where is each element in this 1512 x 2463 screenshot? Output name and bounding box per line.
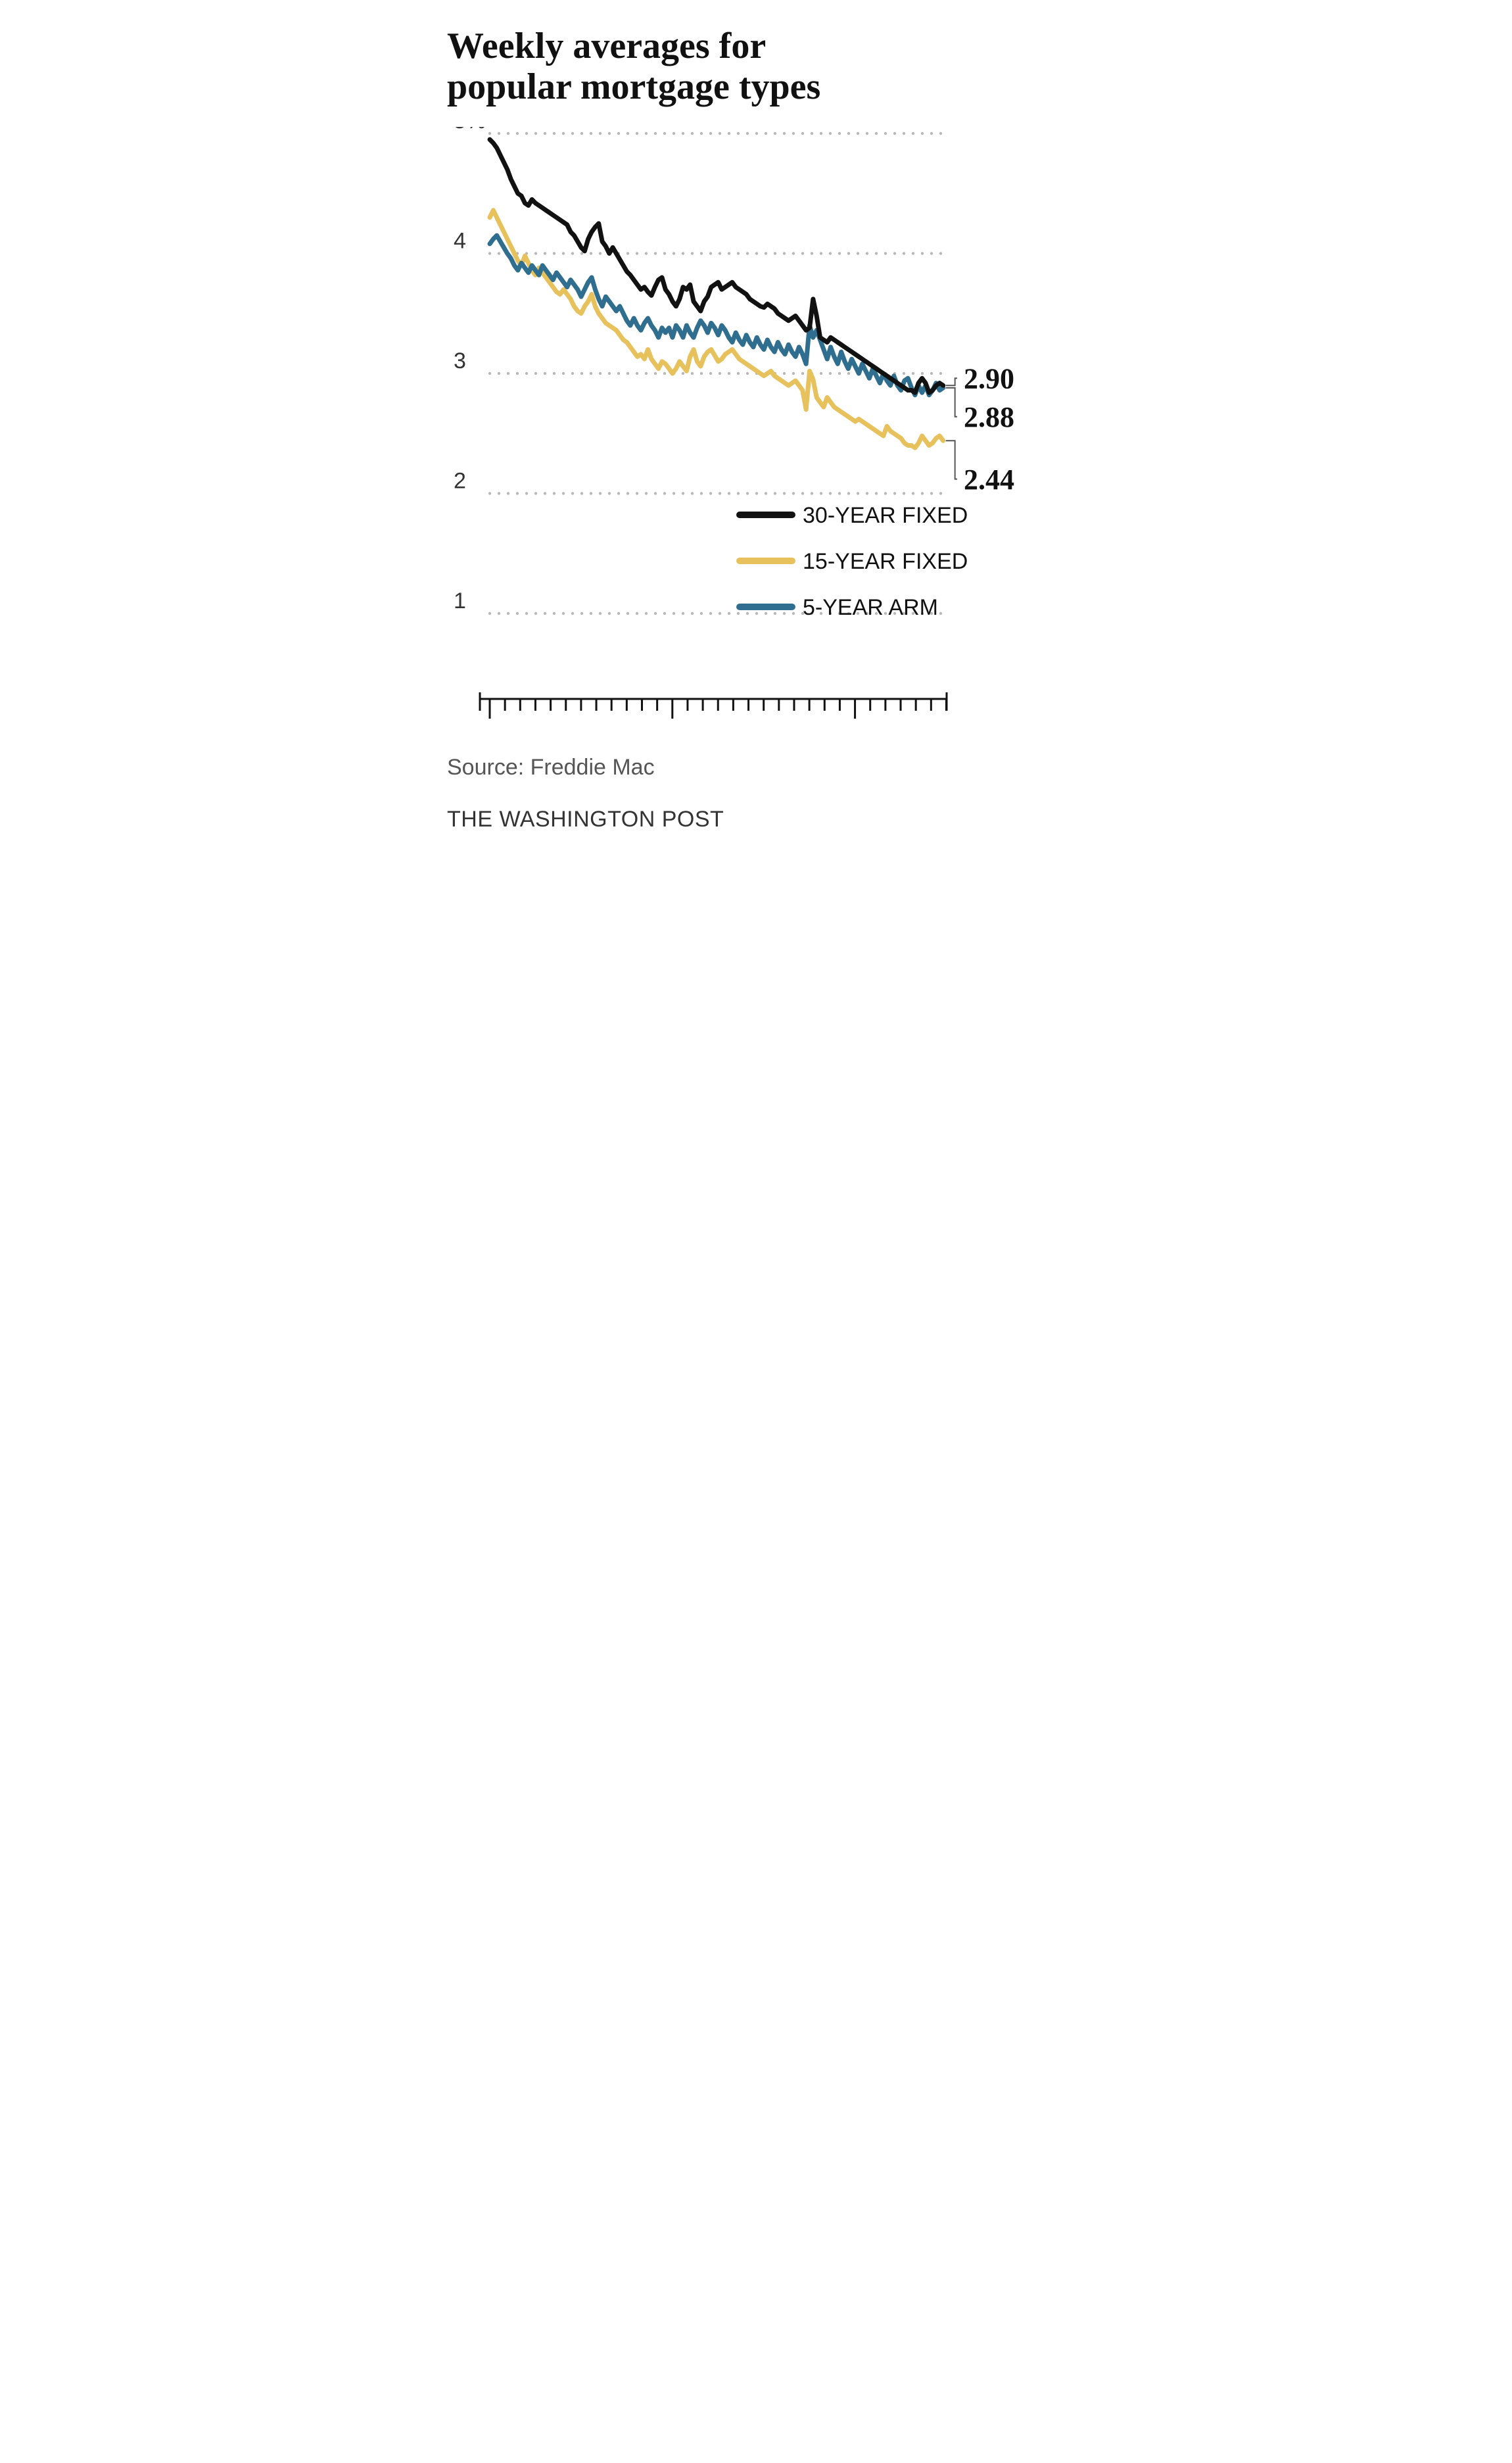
chart-card: Weekly averages for popular mortgage typ… [434,0,1078,859]
legend-label-s15: 15-YEAR FIXED [803,549,968,574]
title-line-1: Weekly averages for [447,26,766,66]
svg-text:2: 2 [454,469,466,494]
publisher-credit: THE WASHINGTON POST [447,807,1065,832]
source-line: Source: Freddie Mac [447,755,1065,780]
end-label-s5: 2.88 [964,401,1014,433]
plot-area: 12345%'18'19'202.902.882.4430-YEAR FIXED… [447,127,1065,722]
legend-label-s30: 30-YEAR FIXED [803,503,968,528]
svg-text:3: 3 [454,348,466,373]
end-label-s15: 2.44 [964,464,1014,496]
title-line-2: popular mortgage types [447,66,820,107]
chart-title: Weekly averages for popular mortgage typ… [447,26,1065,107]
svg-text:5%: 5% [454,127,486,133]
svg-text:4: 4 [454,229,466,254]
series-line-s5 [490,235,943,395]
end-label-s30: 2.90 [964,363,1014,395]
line-chart-svg: 12345%'18'19'202.902.882.4430-YEAR FIXED… [447,127,1065,719]
svg-text:1: 1 [454,588,466,613]
legend-label-s5: 5-YEAR ARM [803,595,938,620]
